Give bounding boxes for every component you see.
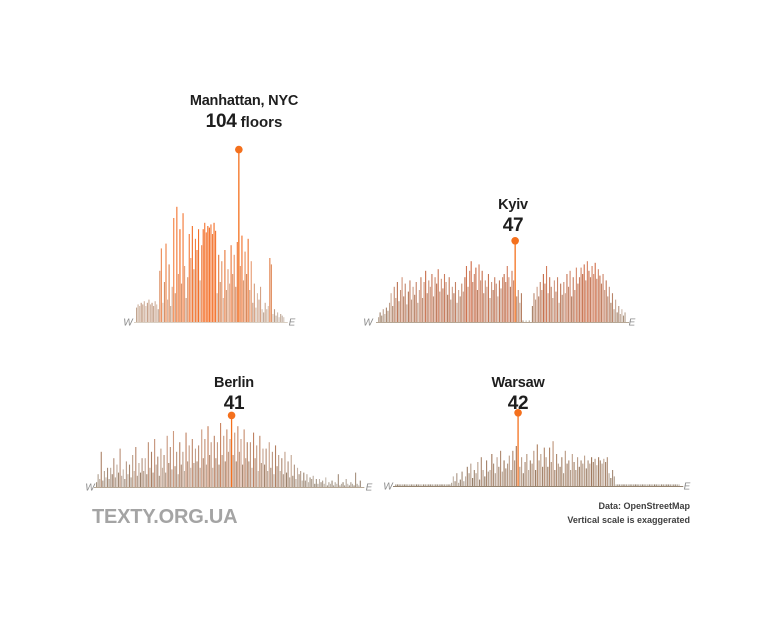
chart-title-berlin: Berlin 41 — [134, 374, 334, 415]
axis-label-east: E — [629, 318, 636, 329]
attribution: Data: OpenStreetMap Vertical scale is ex… — [567, 499, 690, 527]
city-label: Berlin — [214, 375, 254, 391]
city-label: Manhattan, NYC — [189, 93, 299, 109]
scale-note-label: Vertical scale is exaggerated — [567, 515, 690, 525]
bars — [96, 423, 361, 487]
axis-label-west: W — [123, 318, 134, 329]
bars — [136, 206, 285, 322]
peak-marker-dot-icon — [227, 411, 236, 420]
peak-floors-label: 42 — [507, 393, 529, 414]
peak-floors-label: 41 — [223, 393, 245, 414]
peak-floors-label: 104 floors — [205, 111, 283, 132]
chart-title-manhattan: Manhattan, NYC 104 floors — [134, 92, 354, 133]
bars — [378, 261, 626, 322]
axis-label-west: W — [363, 318, 374, 329]
data-source-label: Data: OpenStreetMap — [598, 501, 690, 511]
chart-title-kyiv: Kyiv 47 — [413, 196, 613, 237]
peak-marker-dot-icon — [235, 145, 243, 154]
texty-logo: TEXTY.ORG.UA — [92, 506, 238, 528]
peak-marker-dot-icon — [511, 237, 519, 245]
axis-label-east: E — [684, 482, 691, 493]
axis-label-east: E — [289, 318, 296, 329]
city-label: Kyiv — [498, 197, 528, 213]
peak-marker-dot-icon — [514, 409, 522, 417]
axis-label-east: E — [366, 483, 373, 494]
chart-title-warsaw: Warsaw 42 — [418, 374, 618, 415]
city-label: Warsaw — [491, 375, 545, 391]
axis-label-west: W — [85, 483, 96, 494]
peak-floors-label: 47 — [502, 215, 524, 236]
bars — [395, 441, 680, 486]
axis-label-west: W — [383, 482, 394, 493]
